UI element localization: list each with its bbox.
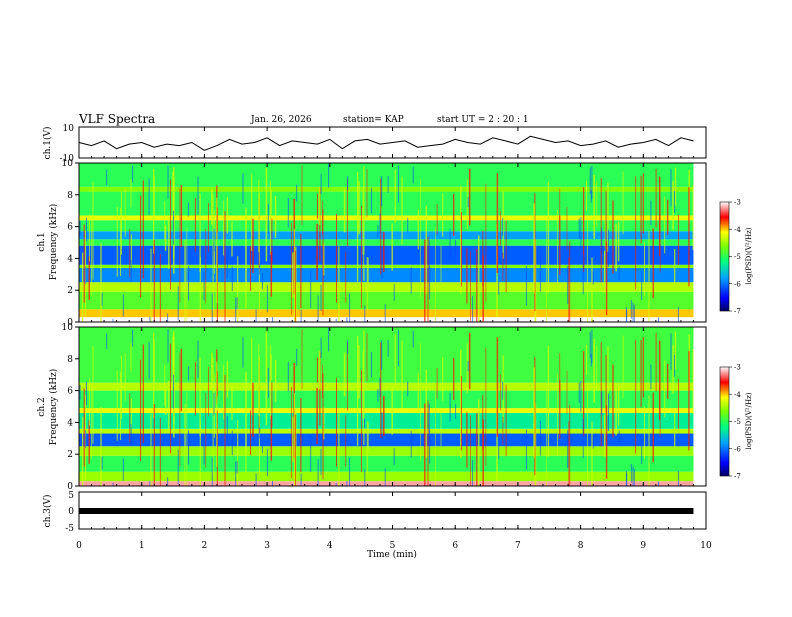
ch1-spectrogram-ylabel-channel: ch.1 xyxy=(37,232,47,251)
station-label: station= KAP xyxy=(343,115,404,125)
ch1-ytick-top: 10 xyxy=(63,124,75,134)
spectrogram-ytick-label: 10 xyxy=(62,323,74,333)
spectrogram-band xyxy=(79,481,694,486)
time-axis-tick-label: 10 xyxy=(700,541,712,551)
ch2-spectrogram-ylabel-frequency: Frequency (kHz) xyxy=(48,369,59,446)
time-axis: 0 1 2 3 4 5 6 7 8 9 10 xyxy=(76,127,712,551)
colorbar-tick-label: -4 xyxy=(734,391,741,399)
ch3-waveform-trace xyxy=(79,508,694,514)
start-time-label: start UT = 2 : 20 : 1 xyxy=(437,115,529,125)
ch1-colorbar: -3 -4 -5 -6 -7 log(PSD)(V²/Hz) xyxy=(719,199,753,316)
spectrogram-band xyxy=(79,408,694,413)
time-axis-label: Time (min) xyxy=(367,549,417,560)
spectrogram-ytick-label: 8 xyxy=(67,355,73,365)
ch2-spectrogram-image xyxy=(79,327,706,486)
time-axis-tick-label: 3 xyxy=(264,541,270,551)
spectrogram-band xyxy=(79,309,694,318)
ch3-ylabel: ch.3(V) xyxy=(42,495,53,528)
spectrogram-band xyxy=(79,220,694,232)
spectrogram-band xyxy=(79,231,694,240)
spectrogram-ytick-label: 2 xyxy=(67,286,73,296)
ch1-spectrogram-ylabel-frequency: Frequency (kHz) xyxy=(48,204,59,281)
colorbar-tick-label: -4 xyxy=(734,226,741,234)
ch2-spectrogram-yticks: 0 2 4 6 8 10 xyxy=(62,323,79,492)
spectrogram-band xyxy=(79,186,694,192)
time-axis-tick-label: 9 xyxy=(640,541,646,551)
colorbar-tick-label: -6 xyxy=(734,445,741,453)
ch2-spectrogram-panel: 0 2 4 6 8 10 ch.2 Frequency (kHz) -3 -4 -5 -6 -7 … xyxy=(37,323,753,492)
colorbar-tick-label: -5 xyxy=(734,418,741,426)
ch1-spectrogram-image xyxy=(79,163,706,322)
time-axis-tick-label: 5 xyxy=(390,541,396,551)
spectrogram-band xyxy=(79,455,694,472)
spectrogram-band xyxy=(79,382,694,391)
spectrogram-ytick-label: 10 xyxy=(62,159,74,169)
spectrogram-ytick-label: 8 xyxy=(67,191,73,201)
spectrogram-band xyxy=(79,163,694,187)
time-axis-tick-label: 6 xyxy=(452,541,458,551)
time-axis-tick-label: 8 xyxy=(578,541,584,551)
spectrogram-band xyxy=(79,264,694,268)
ch1-spectrogram-panel: 0 2 4 6 8 10 ch.1 Frequency (kHz) -3 -4 -5 -6 -7 … xyxy=(37,159,753,328)
ch2-spectrogram-ylabel-channel: ch.2 xyxy=(37,397,47,416)
spectrogram-ytick-label: 2 xyxy=(67,450,73,460)
spectrogram-band xyxy=(79,471,694,482)
spectrogram-band xyxy=(79,291,694,310)
ch1-colorbar-label: log(PSD)(V²/Hz) xyxy=(745,227,753,284)
spectrogram-band xyxy=(79,239,694,246)
time-axis-tick-label: 1 xyxy=(139,541,145,551)
time-axis-tick-label: 0 xyxy=(76,541,82,551)
colorbar-tick-label: -3 xyxy=(734,199,741,207)
spectrogram-ytick-label: 4 xyxy=(67,418,73,428)
ch3-ytick-mid: 0 xyxy=(68,507,74,517)
colorbar-tick-label: -3 xyxy=(734,364,741,372)
colorbar-tick-label: -5 xyxy=(734,253,741,261)
spectrogram-band xyxy=(79,428,694,434)
spectrogram-band xyxy=(79,446,694,456)
colorbar-tick-label: -7 xyxy=(734,308,741,316)
time-axis-tick-label: 2 xyxy=(202,541,208,551)
figure-title: VLF Spectra xyxy=(78,112,155,126)
spectrogram-ytick-label: 0 xyxy=(67,482,73,492)
ch1-ylabel: ch.1(V) xyxy=(42,127,53,160)
spectrogram-ytick-label: 0 xyxy=(67,318,73,328)
ch1-ytick-bottom: -10 xyxy=(60,154,75,164)
date-label: Jan. 26, 2026 xyxy=(250,115,312,125)
ch1-spectrogram-yticks: 0 2 4 6 8 10 xyxy=(62,159,79,328)
spectrogram-band xyxy=(79,215,694,221)
spectrogram-band xyxy=(79,191,694,216)
time-axis-tick-label: 7 xyxy=(515,541,521,551)
ch3-ytick-bottom: -5 xyxy=(65,524,74,534)
time-axis-tick-label: 4 xyxy=(327,541,333,551)
colorbar-tick-label: -6 xyxy=(734,280,741,288)
ch1-waveform-line xyxy=(78,135,694,151)
ch2-colorbar: -3 -4 -5 -6 -7 log(PSD)(V²/Hz) xyxy=(719,364,753,481)
spectrogram-band xyxy=(79,282,694,292)
spectrogram-ytick-label: 4 xyxy=(67,254,73,264)
spectrogram-band xyxy=(79,317,694,322)
colorbar-tick-label: -7 xyxy=(734,473,741,481)
ch2-colorbar-label: log(PSD)(V²/Hz) xyxy=(745,392,753,449)
spectrogram-ytick-label: 6 xyxy=(67,387,73,397)
spectrogram-ytick-label: 6 xyxy=(67,223,73,233)
ch3-ytick-top: 5 xyxy=(68,491,74,501)
